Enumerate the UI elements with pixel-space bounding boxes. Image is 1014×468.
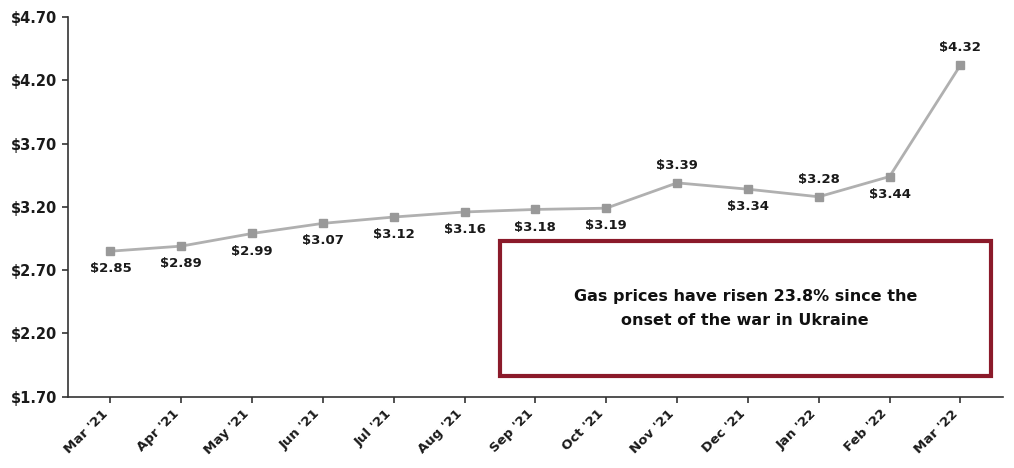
- Text: $3.16: $3.16: [444, 223, 486, 236]
- Text: $4.32: $4.32: [939, 41, 982, 54]
- Text: $3.07: $3.07: [302, 234, 344, 248]
- Text: $3.34: $3.34: [727, 200, 769, 213]
- Text: $2.85: $2.85: [89, 262, 131, 275]
- Text: $3.28: $3.28: [798, 173, 840, 186]
- Text: $2.99: $2.99: [231, 245, 273, 257]
- Text: $3.44: $3.44: [869, 188, 911, 201]
- FancyBboxPatch shape: [500, 241, 991, 376]
- Text: $2.89: $2.89: [160, 257, 202, 270]
- Text: $3.12: $3.12: [373, 228, 415, 241]
- Text: Gas prices have risen 23.8% since the
onset of the war in Ukraine: Gas prices have risen 23.8% since the on…: [574, 289, 917, 328]
- Text: $3.19: $3.19: [585, 219, 627, 232]
- Text: $3.18: $3.18: [514, 220, 557, 234]
- Text: $3.39: $3.39: [656, 159, 698, 172]
